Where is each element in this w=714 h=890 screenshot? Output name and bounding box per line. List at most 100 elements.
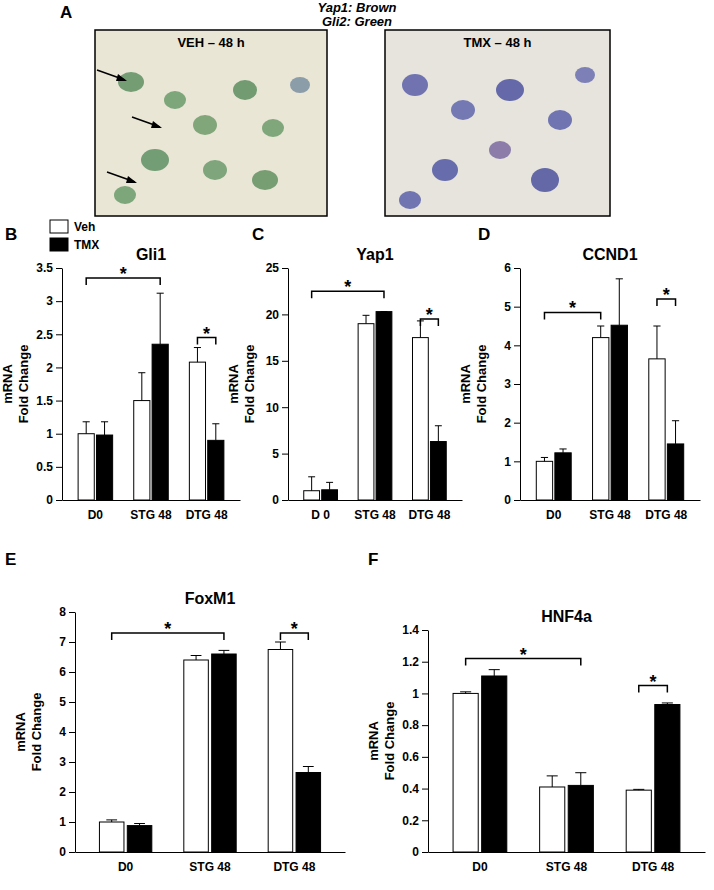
y-axis-title-line: mRNA — [0, 364, 15, 404]
tick-label: D0 — [88, 508, 104, 522]
error-bar — [435, 426, 442, 442]
nucleus — [548, 110, 572, 130]
tick: D0 — [546, 500, 562, 522]
tick: DTG 48 — [273, 852, 315, 874]
y-axis-title: mRNAFold Change — [458, 345, 489, 424]
tick-label: 15 — [266, 354, 280, 368]
error-cap — [326, 482, 333, 483]
tick-label: 8 — [59, 605, 66, 619]
error-stem — [619, 279, 620, 325]
plot-area — [536, 279, 683, 500]
error-cap — [662, 702, 673, 703]
bracket-label: * — [569, 298, 576, 318]
error-bar — [106, 820, 117, 822]
tick: 4 — [59, 725, 75, 739]
error-bar — [303, 767, 314, 773]
tick-mark — [56, 301, 62, 302]
tick-label: 25 — [266, 261, 280, 275]
tick-label: 1 — [504, 455, 511, 469]
error-cap — [212, 423, 219, 424]
error-stem — [544, 457, 545, 461]
bracket-label: * — [520, 645, 527, 665]
y-axis-title-line: Fold Change — [474, 345, 489, 424]
tick: 20 — [266, 308, 288, 322]
tick-label: 5 — [504, 300, 511, 314]
nucleus — [114, 186, 136, 204]
nucleus — [118, 72, 144, 92]
error-bar — [219, 650, 230, 654]
tick: 0.4 — [402, 782, 428, 796]
chart: 012345678D0STG 48DTG 48mRNAFold ChangeFo… — [5, 550, 346, 874]
significance-bracket: * — [112, 619, 224, 640]
tick-mark — [514, 500, 520, 501]
tick-label: DTG 48 — [408, 508, 450, 522]
error-stem — [600, 326, 601, 338]
x-axis: D0STG 48DTG 48 — [521, 500, 701, 522]
tick-mark — [282, 407, 288, 408]
error-bar — [191, 656, 202, 661]
error-cap — [575, 772, 586, 773]
tick-mark — [282, 500, 288, 501]
error-stem — [215, 424, 216, 441]
error-cap — [157, 293, 164, 294]
tick-mark — [69, 762, 75, 763]
tick: 1.5 — [36, 394, 62, 408]
tick: 0 — [272, 493, 288, 507]
tick-mark — [422, 725, 428, 726]
tick: 5 — [59, 695, 75, 709]
tick: 15 — [266, 354, 288, 368]
tick-mark — [69, 852, 75, 853]
significance-bracket: * — [86, 264, 160, 285]
error-stem — [580, 773, 581, 786]
bar — [322, 490, 338, 500]
axis-line — [62, 269, 63, 501]
error-cap — [547, 775, 558, 776]
nucleus — [402, 74, 428, 96]
tick-label: 1.2 — [402, 655, 419, 669]
significance-bracket: * — [197, 324, 215, 345]
legend-label: TMX — [74, 238, 99, 252]
error-cap — [435, 425, 442, 426]
nucleus — [141, 149, 169, 171]
bar — [568, 785, 593, 852]
legend-label: Veh — [74, 220, 95, 234]
bar — [134, 401, 150, 500]
error-bar — [653, 326, 660, 359]
bracket-label: * — [291, 619, 298, 639]
error-bar — [662, 703, 673, 705]
tick-label: 3 — [504, 377, 511, 391]
axis-line — [289, 500, 463, 501]
tick: 7 — [59, 635, 75, 649]
error-stem — [329, 482, 330, 489]
tick: 6 — [59, 665, 75, 679]
axis-line — [428, 631, 429, 853]
tick-mark — [69, 732, 75, 733]
plot-area — [453, 670, 680, 852]
tick: 0.5 — [36, 460, 62, 474]
tick: D 0 — [311, 500, 330, 522]
tick: 0 — [59, 845, 75, 859]
bar — [540, 787, 565, 852]
tick-label: 5 — [272, 447, 279, 461]
error-cap — [134, 823, 145, 824]
tick-label: 2 — [59, 785, 66, 799]
error-cap — [363, 315, 370, 316]
axis-line — [75, 613, 76, 853]
tick: 5 — [504, 300, 520, 314]
tick-mark — [56, 401, 62, 402]
tick: 0.6 — [402, 750, 428, 764]
tick-mark — [56, 334, 62, 335]
y-axis: 00.511.522.533.5 — [36, 261, 62, 507]
tick-mark — [69, 702, 75, 703]
x-axis: D 0STG 48DTG 48 — [289, 500, 463, 522]
tick-label: 0 — [59, 845, 66, 859]
tick: DTG 48 — [408, 500, 450, 522]
tick: 25 — [266, 261, 288, 275]
error-cap — [672, 420, 679, 421]
tick-mark — [282, 268, 288, 269]
nucleus — [489, 141, 511, 159]
error-bar — [381, 311, 388, 312]
significance-bracket: * — [420, 305, 438, 326]
tick-label: D0 — [546, 508, 562, 522]
tick-label: DTG 48 — [186, 508, 228, 522]
